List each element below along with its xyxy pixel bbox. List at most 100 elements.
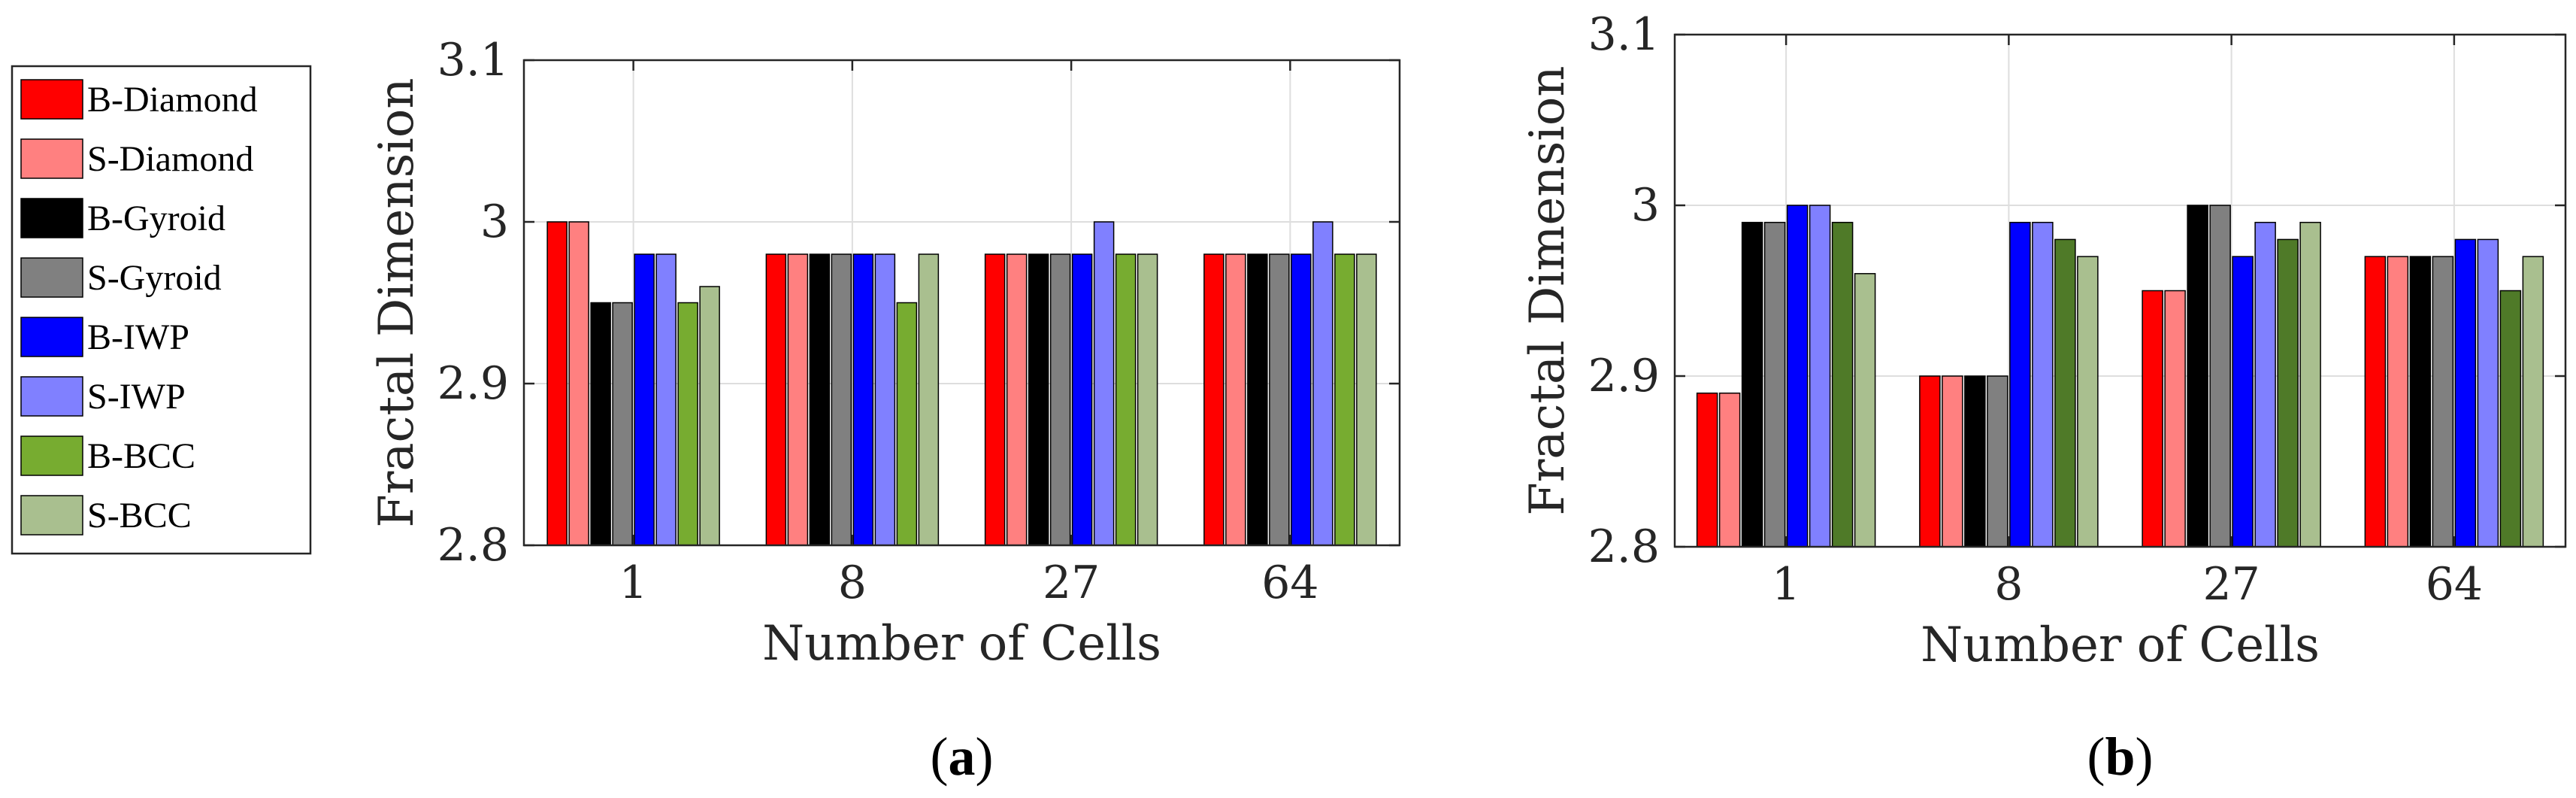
y-axis-label: Fractal Dimension bbox=[369, 77, 425, 527]
bar-b-bcc bbox=[2499, 290, 2522, 548]
bar-b-iwp bbox=[2454, 238, 2477, 548]
y-tick-label: 2.9 bbox=[1588, 350, 1660, 402]
bar-s-bcc bbox=[2522, 256, 2544, 548]
caption-part: ( bbox=[931, 727, 949, 787]
bar-b-iwp bbox=[2232, 256, 2254, 548]
bar-b-gyroid bbox=[590, 302, 611, 546]
bar-b-iwp bbox=[852, 253, 874, 546]
bar-s-gyroid bbox=[1269, 253, 1290, 546]
bar-s-diamond bbox=[1942, 375, 1963, 548]
y-axis-label: Fractal Dimension bbox=[1520, 65, 1576, 515]
y-tick-label: 2.8 bbox=[437, 519, 509, 572]
bar-s-iwp bbox=[2032, 221, 2054, 548]
legend-swatch bbox=[20, 79, 83, 120]
y-tick-label: 2.9 bbox=[437, 357, 509, 410]
panel-a: 2.8 2.9 3 3.1 1 8 27 64 Number of Cells Fractal D… bbox=[369, 34, 1401, 787]
y-tick-label: 2.8 bbox=[1588, 520, 1660, 573]
bar-b-bcc bbox=[677, 302, 698, 546]
y-tick-label: 3.1 bbox=[437, 34, 509, 86]
legend-label: S-IWP bbox=[87, 377, 186, 417]
bar-s-gyroid bbox=[1049, 253, 1071, 546]
bar-b-bcc bbox=[1115, 253, 1137, 546]
bar-s-gyroid bbox=[1987, 375, 2008, 548]
legend: B-Diamond S-Diamond B-Gyroid S-Gyroid B-IWP S… bbox=[11, 65, 312, 555]
y-tick-label: 3.1 bbox=[1588, 8, 1660, 61]
bar-b-bcc bbox=[1334, 253, 1355, 546]
bar-b-diamond bbox=[1696, 392, 1718, 548]
bar-s-iwp bbox=[2254, 221, 2276, 548]
bar-s-gyroid bbox=[1763, 221, 1786, 548]
panel-b: 2.8 2.9 3 3.1 1 8 27 64 Number of Cells Fractal D… bbox=[1520, 8, 2567, 787]
x-tick-label: 64 bbox=[2426, 558, 2483, 611]
bar-s-bcc bbox=[2077, 256, 2099, 548]
bar-b-gyroid bbox=[2409, 256, 2432, 548]
panel-caption: (b) bbox=[2087, 727, 2153, 787]
axes-box bbox=[522, 59, 1401, 547]
bar-b-bcc bbox=[2054, 238, 2076, 548]
x-tick-label: 27 bbox=[2202, 558, 2260, 611]
x-tick-label: 64 bbox=[1261, 557, 1318, 609]
x-tick-label: 1 bbox=[619, 557, 648, 609]
bar-b-bcc bbox=[2277, 238, 2299, 548]
bar-s-gyroid bbox=[2432, 256, 2454, 548]
bar-s-gyroid bbox=[831, 253, 852, 546]
legend-label: S-Gyroid bbox=[87, 258, 222, 298]
caption-part: a bbox=[949, 727, 976, 787]
bar-s-gyroid bbox=[612, 302, 633, 546]
bar-s-iwp bbox=[1093, 221, 1115, 546]
bar-b-diamond bbox=[1203, 253, 1224, 546]
bar-b-bcc bbox=[1831, 221, 1854, 548]
x-tick-label: 8 bbox=[1994, 558, 2023, 611]
x-tick-label: 27 bbox=[1043, 557, 1100, 609]
bar-s-diamond bbox=[2387, 256, 2409, 548]
bar-s-bcc bbox=[918, 253, 940, 546]
bar-s-bcc bbox=[1356, 253, 1377, 546]
caption-part: b bbox=[2105, 727, 2135, 787]
legend-label: S-Diamond bbox=[87, 139, 253, 179]
bar-s-bcc bbox=[699, 286, 720, 546]
legend-swatch bbox=[20, 257, 83, 298]
caption-part: ) bbox=[2136, 727, 2154, 787]
bar-b-gyroid bbox=[1247, 253, 1268, 546]
bar-b-gyroid bbox=[1028, 253, 1049, 546]
bar-b-diamond bbox=[546, 221, 568, 546]
bar-b-iwp bbox=[1071, 253, 1093, 546]
legend-swatch bbox=[20, 376, 83, 417]
x-axis-label: Number of Cells bbox=[762, 616, 1161, 672]
bar-s-iwp bbox=[655, 253, 677, 546]
bar-b-iwp bbox=[634, 253, 655, 546]
bar-s-gyroid bbox=[2209, 205, 2231, 548]
bar-b-diamond bbox=[1919, 375, 1941, 548]
legend-swatch bbox=[20, 495, 83, 536]
bar-s-bcc bbox=[2299, 221, 2321, 548]
legend-label: B-BCC bbox=[87, 436, 195, 476]
legend-label: B-Diamond bbox=[87, 80, 258, 120]
legend-swatch bbox=[20, 138, 83, 179]
bar-s-iwp bbox=[1809, 205, 1831, 548]
legend-swatch bbox=[20, 317, 83, 357]
bar-b-iwp bbox=[1786, 205, 1809, 548]
legend-label: B-Gyroid bbox=[87, 199, 226, 238]
bar-b-gyroid bbox=[1964, 375, 1986, 548]
caption-part: ( bbox=[2087, 727, 2105, 787]
legend-label: S-BCC bbox=[87, 496, 192, 536]
bar-s-diamond bbox=[787, 253, 809, 546]
bar-b-gyroid bbox=[2187, 205, 2208, 548]
bar-s-diamond bbox=[1006, 253, 1028, 546]
bar-s-iwp bbox=[874, 253, 896, 546]
bar-s-bcc bbox=[1137, 253, 1158, 546]
y-tick-label: 3 bbox=[1631, 179, 1660, 232]
x-axis-label: Number of Cells bbox=[1921, 617, 2320, 673]
bar-s-diamond bbox=[568, 221, 589, 546]
bar-s-iwp bbox=[1312, 221, 1333, 546]
bar-b-gyroid bbox=[809, 253, 831, 546]
x-tick-label: 8 bbox=[838, 557, 867, 609]
bar-s-diamond bbox=[2164, 290, 2186, 548]
bar-b-diamond bbox=[2142, 290, 2163, 548]
axes-box bbox=[1673, 33, 2567, 548]
legend-swatch bbox=[20, 435, 83, 476]
bar-s-iwp bbox=[2477, 238, 2499, 548]
bar-s-diamond bbox=[1225, 253, 1246, 546]
bar-b-iwp bbox=[2009, 221, 2031, 548]
